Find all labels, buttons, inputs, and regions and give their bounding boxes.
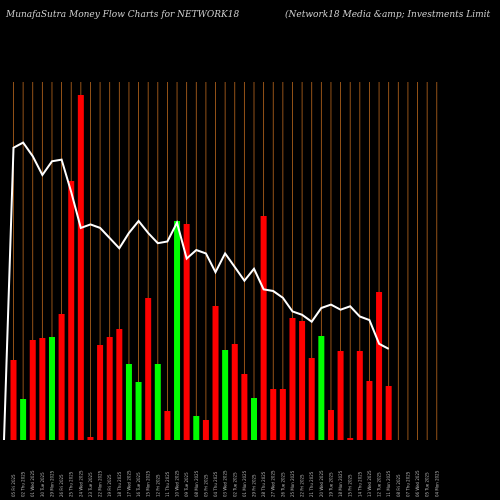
x-tick-label: 12 Fri 2025: [155, 474, 160, 497]
volume-bar: [279, 389, 286, 440]
volume-bar: [10, 360, 17, 440]
volume-bar: [106, 337, 113, 440]
volume-bar: [125, 364, 132, 440]
x-axis-tick-labels: 05 Fri 2025 02 Thu 2025 01 Wed 2025 30 Tue …: [11, 470, 439, 497]
x-tick-label: 17 Wed 2025: [126, 470, 131, 497]
volume-bar: [327, 410, 334, 440]
x-tick-label: 27 Wed 2025: [271, 470, 276, 497]
x-tick-label: 15 Fri 2025: [348, 474, 353, 497]
volume-bar: [356, 351, 363, 440]
volume-bar: [116, 329, 123, 440]
x-tick-label: 29 Fri 2025: [252, 474, 257, 497]
volume-bars: [10, 95, 392, 440]
x-tick-label: 30 Tue 2025: [40, 472, 45, 497]
volume-bar: [222, 350, 229, 440]
x-tick-label: 13 Wed 2025: [367, 470, 372, 497]
x-tick-label: 26 Fri 2025: [59, 474, 64, 497]
volume-bar: [318, 336, 325, 440]
volume-bar: [145, 298, 152, 440]
x-tick-label: 10 Wed 2025: [175, 470, 180, 497]
volume-bar: [376, 292, 383, 440]
volume-bar: [299, 321, 306, 440]
x-tick-label: 18 Mon 2025: [338, 470, 343, 497]
volume-bar: [154, 364, 161, 440]
volume-bar: [164, 411, 171, 440]
x-tick-label: 11 Mon 2025: [386, 470, 391, 497]
volume-bar: [270, 389, 277, 440]
x-tick-label: 22 Fri 2025: [300, 474, 305, 497]
volume-bar: [202, 420, 209, 440]
x-tick-label: 20 Wed 2025: [319, 470, 324, 497]
volume-bar: [183, 224, 190, 440]
x-tick-label: 14 Thu 2025: [357, 471, 362, 497]
volume-bar: [337, 351, 344, 440]
x-tick-label: 12 Tue 2025: [377, 472, 382, 497]
x-tick-label: 04 Thu 2025: [213, 471, 218, 497]
volume-bar: [385, 386, 392, 440]
x-tick-label: 02 Thu 2025: [21, 471, 26, 497]
volume-bar: [29, 340, 36, 440]
x-tick-label: 09 Tue 2025: [184, 472, 189, 497]
volume-bar: [308, 358, 315, 440]
volume-bar: [48, 337, 55, 440]
x-tick-label: 04 Mon 2025: [434, 470, 439, 497]
x-tick-label: 05 Tue 2025: [425, 472, 430, 497]
x-tick-label: 23 Tue 2025: [88, 472, 93, 497]
volume-bar: [260, 216, 267, 440]
volume-bar: [366, 381, 373, 440]
volume-bar: [193, 416, 200, 440]
price-line: [3, 141, 390, 441]
x-tick-label: 19 Tue 2025: [328, 472, 333, 497]
x-tick-label: 16 Tue 2025: [136, 472, 141, 497]
volume-bar: [174, 221, 181, 440]
volume-bar: [241, 374, 248, 440]
x-tick-label: 29 Mon 2025: [49, 470, 54, 497]
x-tick-label: 01 Wed 2025: [30, 470, 35, 497]
x-tick-label: 25 Thu 2025: [69, 471, 74, 497]
x-tick-label: 22 Mon 2025: [98, 470, 103, 497]
x-tick-label: 11 Thu 2025: [165, 471, 170, 497]
volume-bar: [135, 382, 142, 440]
volume-bar: [97, 345, 104, 440]
x-tick-label: 26 Tue 2025: [280, 472, 285, 497]
volume-bar: [289, 318, 296, 440]
volume-bar: [39, 338, 46, 440]
volume-bar: [231, 344, 238, 440]
x-tick-label: 07 Thu 2025: [405, 471, 410, 497]
x-tick-label: 02 Tue 2025: [232, 472, 237, 497]
x-tick-label: 06 Wed 2025: [415, 470, 420, 497]
volume-bar: [212, 306, 219, 440]
chart-title-left: MunafaSutra Money Flow Charts for NETWOR…: [6, 10, 240, 20]
volume-bar: [77, 95, 84, 440]
x-tick-label: 08 Mon 2025: [194, 470, 199, 497]
volume-bar: [20, 399, 27, 440]
x-tick-label: 03 Wed 2025: [223, 470, 228, 497]
x-tick-label: 28 Thu 2025: [261, 471, 266, 497]
x-tick-label: 19 Fri 2025: [107, 474, 112, 497]
volume-bar: [87, 437, 94, 440]
x-tick-label: 08 Fri 2025: [396, 474, 401, 497]
x-tick-label: 01 Mon 2025: [242, 470, 247, 497]
x-tick-label: 15 Mon 2025: [146, 470, 151, 497]
x-tick-label: 21 Thu 2025: [309, 471, 314, 497]
chart-title-right: (Network18 Media &amp; Investments Limit: [285, 10, 491, 20]
x-tick-label: 05 Fri 2025: [11, 474, 16, 497]
volume-bar: [347, 438, 354, 440]
x-tick-label: 05 Fri 2025: [203, 474, 208, 497]
volume-bar: [58, 314, 65, 440]
x-tick-label: 24 Wed 2025: [78, 470, 83, 497]
volume-bar: [251, 398, 257, 440]
x-tick-label: 25 Mon 2025: [290, 470, 295, 497]
volume-bar: [68, 181, 75, 440]
x-tick-label: 18 Thu 2025: [117, 471, 122, 497]
